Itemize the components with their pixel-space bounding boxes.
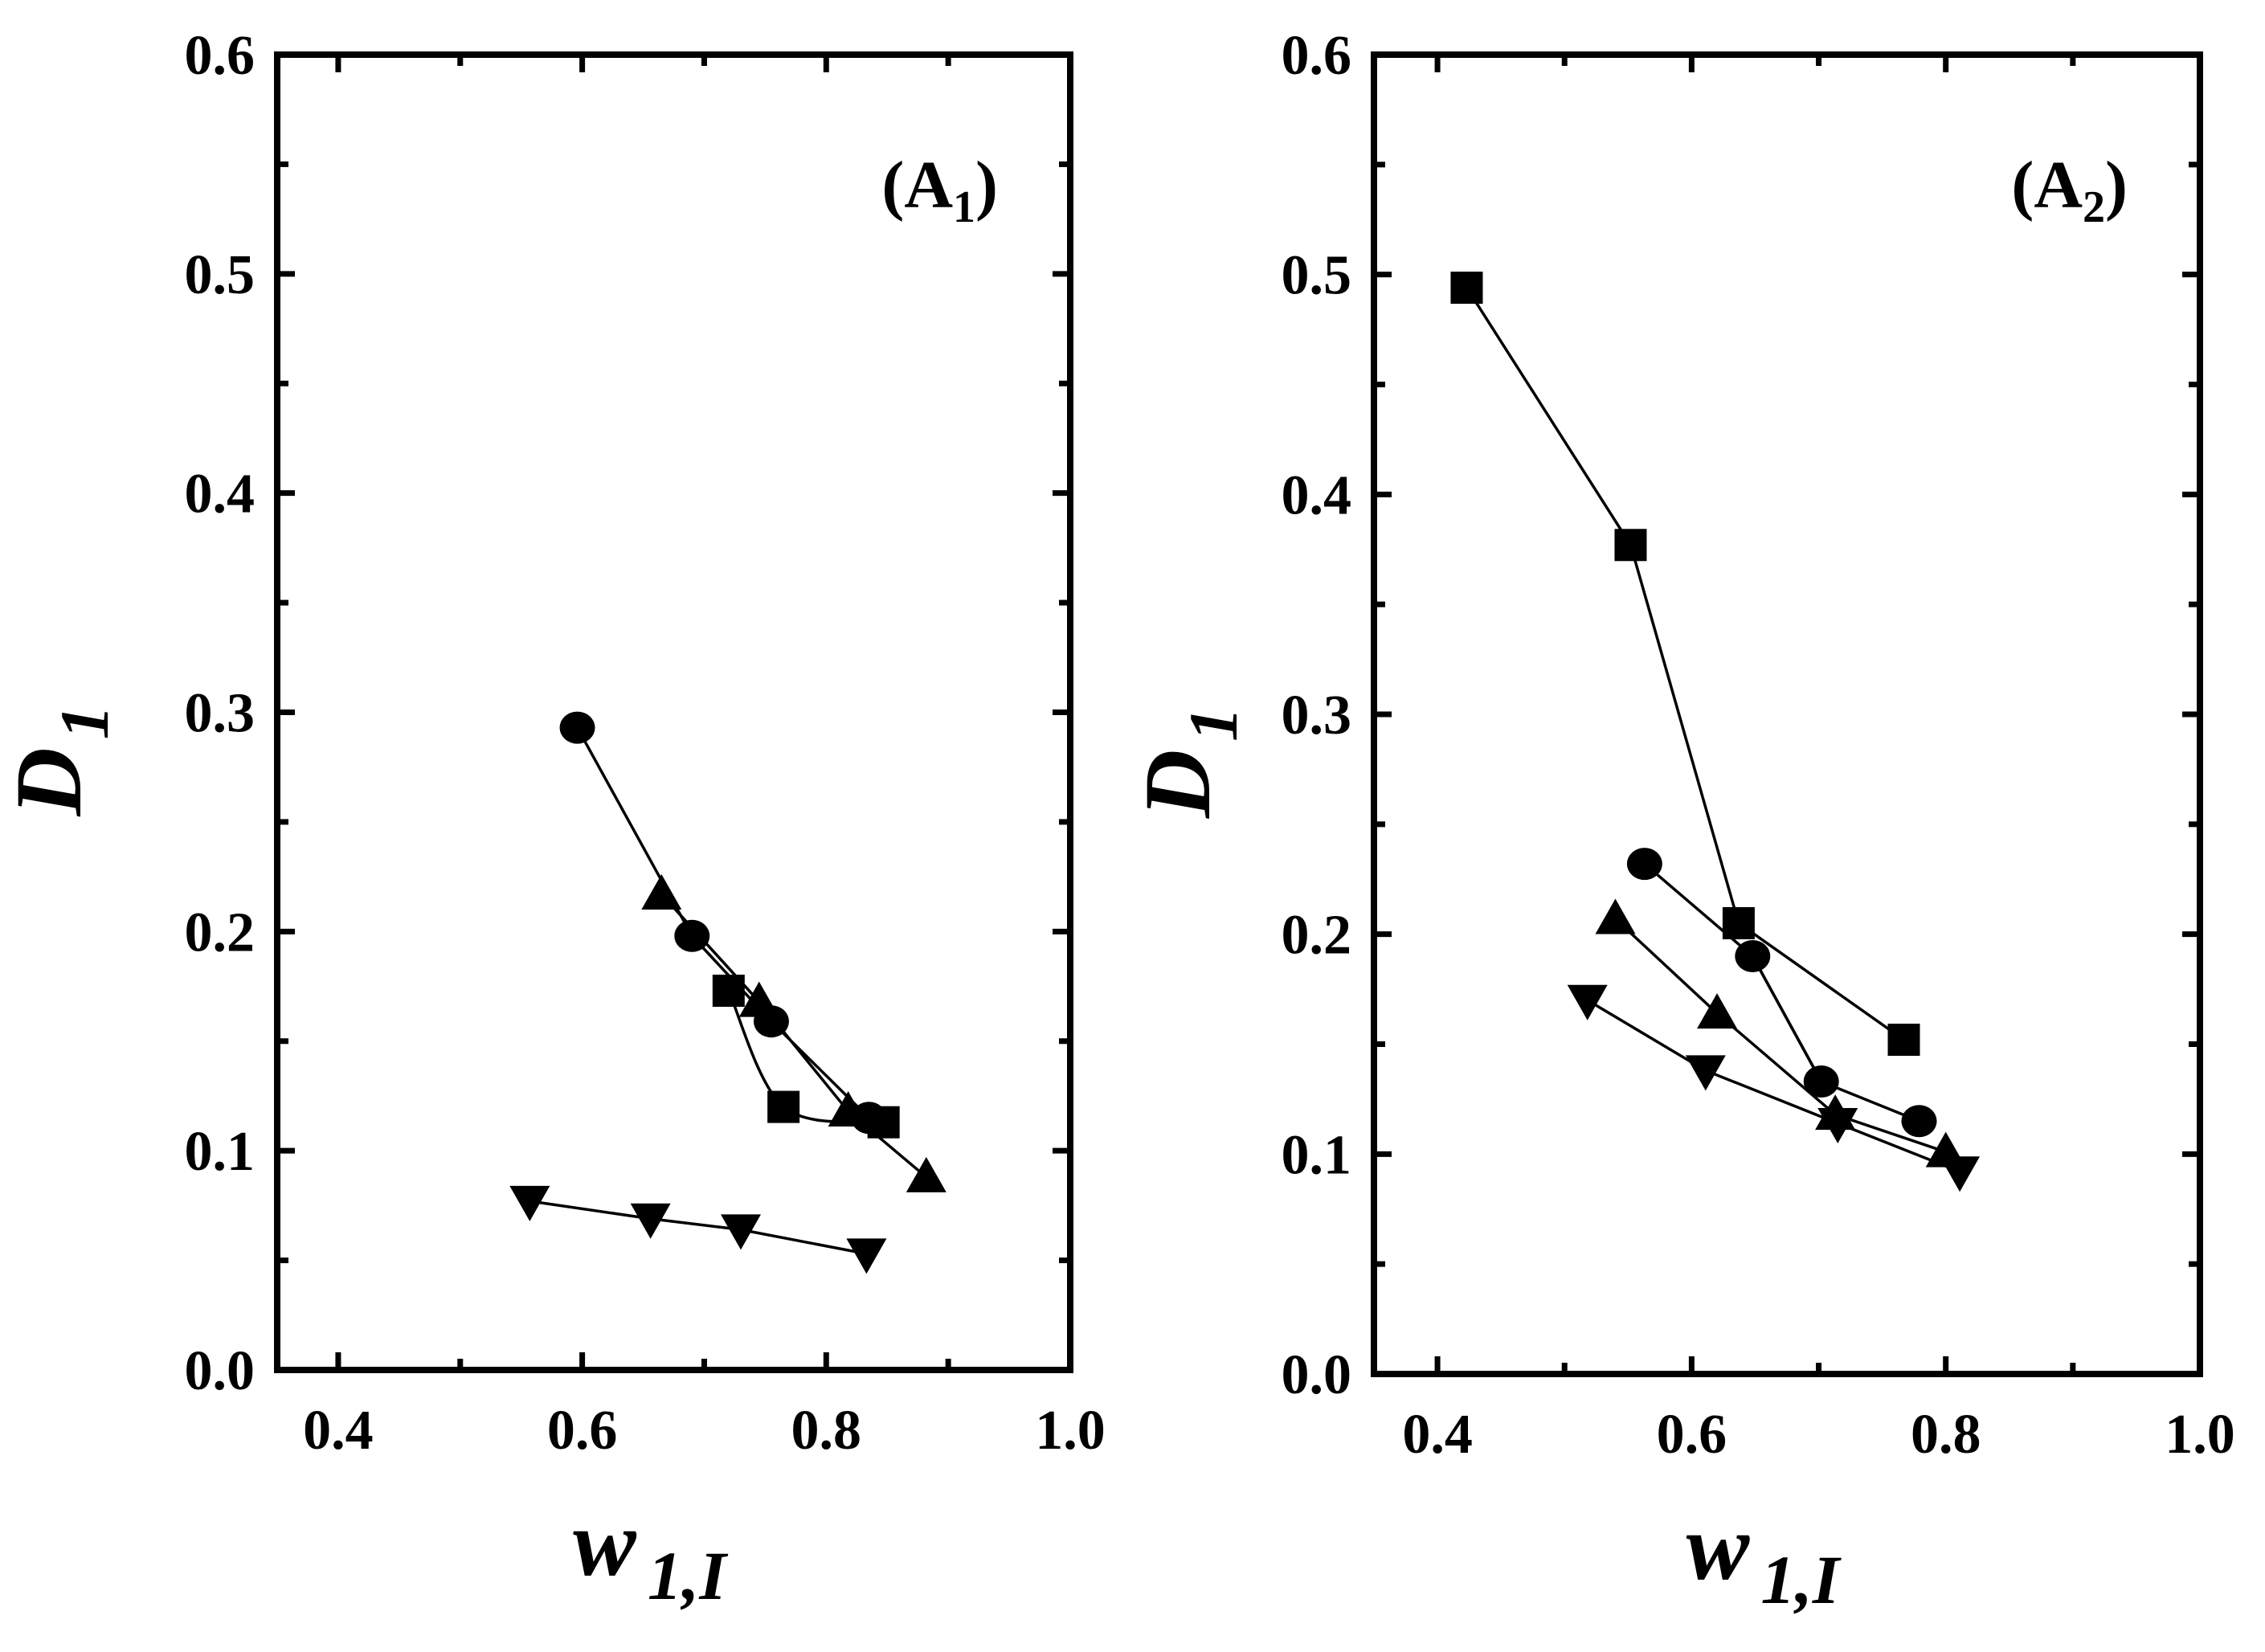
y-tick-label: 0.6 [185,25,256,87]
x-tick-label: 0.8 [1911,1404,1981,1466]
x-axis-label: w 1,I [1686,1495,1842,1618]
series-triangle-up [641,873,946,1192]
y-tick-label: 0.3 [185,683,256,745]
series-none [1751,955,1823,1082]
y-tick-label: 0.2 [1282,905,1352,967]
x-tick-label: 0.6 [1657,1404,1727,1466]
data-point-triangle-down [846,1238,887,1274]
data-point-triangle-up [906,1156,946,1192]
panel-label-subscript: 1 [953,182,975,232]
series-line [1643,862,1920,1122]
y-tick-label: 0.4 [185,464,256,525]
x-axis-label: w 1,I [573,1490,728,1614]
panel-label-subscript: 2 [2083,182,2105,232]
data-point-triangle-up [738,981,779,1017]
panel-label: (A1) [881,148,998,232]
data-point-triangle-down [1567,984,1608,1020]
y-axis-label: D1 [1125,707,1252,819]
y-tick-label: 0.1 [185,1121,256,1183]
data-point-triangle-down [721,1214,762,1250]
panel-a1: 0.4 0.6 0.8 1.0 0.0 0.1 0.2 0.3 0.4 0.5 0.6 w 1,I D1 (… [0,25,1106,1614]
y-tick-label: 0.4 [1282,464,1352,526]
series-circle [559,711,887,1135]
series-line [1586,999,1960,1173]
x-tick-label: 0.6 [547,1400,618,1462]
series-circle [1626,848,1937,1138]
data-point-circle [1626,848,1662,881]
series-square [1450,272,1920,1057]
series-line [1465,287,1905,1041]
data-point-circle [674,919,710,952]
y-tick-label: 0.3 [1282,685,1352,746]
x-axis-label-subscript: 1,I [648,1537,729,1614]
panel-label-text: (A [2011,148,2083,223]
panel-label: (A2) [2011,148,2128,232]
y-tick-label: 0.5 [185,244,256,306]
plot-frame [1371,51,2203,1377]
panel-a2: 0.4 0.6 0.8 1.0 0.0 0.1 0.2 0.3 0.4 0.5 0.6 w 1,I D1 (… [1125,25,2235,1618]
y-tick-label: 0.5 [1282,245,1352,307]
x-tick-label: 0.4 [303,1400,374,1462]
data-point-triangle-up [641,873,682,910]
series-line [660,893,927,1179]
y-tick-label: 0.0 [1282,1344,1352,1406]
y-tick-label: 0.6 [1282,25,1352,87]
data-point-circle [559,711,595,744]
x-tick-label: 0.8 [791,1400,862,1462]
panel-label-text: (A [881,148,953,223]
data-point-triangle-down [1940,1156,1981,1192]
series-triangle-down [1567,984,1981,1192]
x-tick-label: 1.0 [2165,1404,2235,1466]
data-point-triangle-up [1697,993,1738,1029]
data-point-square [767,1090,800,1123]
x-tick-label: 1.0 [1035,1400,1106,1462]
series-line [1614,918,1947,1154]
y-tick-label: 0.1 [1282,1124,1352,1186]
y-tick-label: 0.2 [185,902,256,963]
data-point-square [1887,1024,1920,1057]
panel-label-close: ) [975,148,998,223]
x-tick-label: 0.4 [1402,1404,1473,1466]
y-tick-label: 0.0 [185,1340,256,1402]
plot-frame [274,51,1073,1373]
data-point-triangle-up [1595,898,1636,934]
data-point-square [1450,272,1483,305]
data-point-triangle-down [1817,1108,1858,1144]
series-line [529,1200,867,1256]
panel-label-close: ) [2105,148,2128,223]
data-point-triangle-up [828,1091,869,1127]
data-point-triangle-down [1685,1055,1726,1091]
series-line [1751,955,1823,1082]
data-point-square [1614,529,1647,562]
y-axis-label-subscript: 1 [1175,707,1252,742]
y-axis-label-subscript: 1 [46,705,123,739]
y-axis-label: D1 [0,705,123,816]
data-point-triangle-down [630,1203,671,1239]
x-axis-label-subscript: 1,I [1760,1541,1842,1618]
data-point-circle [1901,1105,1937,1138]
series-line [576,726,870,1119]
series-triangle-down [509,1185,887,1274]
data-point-triangle-down [509,1185,550,1221]
